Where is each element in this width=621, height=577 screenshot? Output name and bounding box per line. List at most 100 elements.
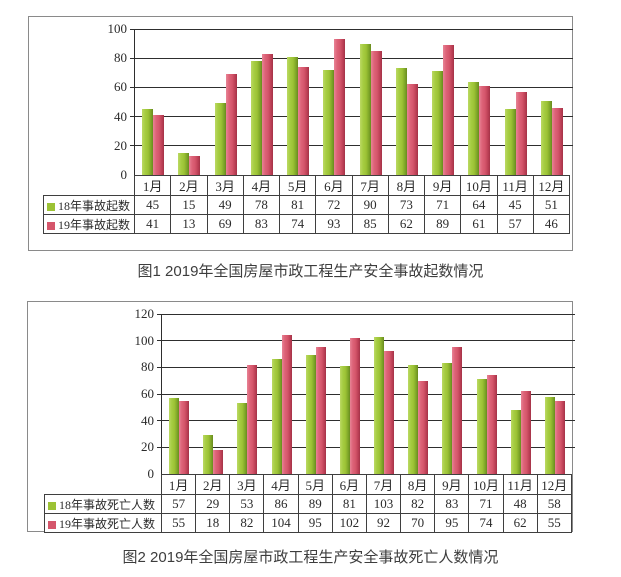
bar-green-8月 [408, 365, 418, 474]
value-cell: 53 [229, 494, 265, 514]
y-tick-label: 60 [141, 386, 154, 401]
bar-red-11月 [521, 391, 531, 474]
bar-red-6月 [334, 39, 345, 175]
bar-green-5月 [306, 355, 316, 474]
bar-green-8月 [396, 68, 407, 175]
chart1-data-table: 1月 2月 3月 4月 5月 6月 7月 8月 9月 10月 11月 12月 18年事故起数 45 15 49… [43, 175, 571, 234]
value-cell: 103 [365, 494, 402, 514]
value-cell: 86 [263, 494, 299, 514]
y-tick-label: 20 [141, 439, 154, 455]
month-header-cell: 11月 [502, 474, 538, 495]
value-cell: 89 [423, 214, 462, 234]
month-header-cell: 11月 [496, 175, 534, 196]
bar-green-4月 [251, 61, 262, 175]
chart1-caption: 图1 2019年全国房屋市政工程生产安全事故起数情况 [137, 263, 484, 280]
month-header-cell: 12月 [536, 474, 572, 495]
bar-red-9月 [443, 45, 454, 175]
bar-green-11月 [511, 410, 521, 474]
bar-green-10月 [477, 379, 487, 474]
gridline [157, 340, 575, 342]
bar-green-2月 [203, 435, 213, 474]
month-header-cell: 9月 [423, 175, 462, 196]
value-cell: 78 [242, 195, 281, 215]
bar-green-3月 [215, 103, 226, 175]
month-header-cell: 12月 [532, 175, 571, 196]
y-tick-label: 40 [114, 108, 127, 124]
value-cell: 74 [278, 214, 317, 234]
value-cell: 102 [331, 513, 367, 533]
bar-red-3月 [247, 365, 257, 474]
value-cell: 49 [206, 195, 244, 215]
bar-green-2月 [178, 153, 189, 175]
bar-red-10月 [487, 375, 497, 474]
value-cell: 73 [387, 195, 426, 215]
value-cell: 55 [536, 513, 572, 533]
value-cell: 48 [502, 494, 538, 514]
value-cell: 58 [536, 494, 572, 514]
chart2-data-table: 1月 2月 3月 4月 5月 6月 7月 8月 9月 10月 11月 12月 18年事故死亡人数 57 29… [44, 474, 572, 533]
bar-red-10月 [479, 86, 490, 175]
bar-red-5月 [298, 67, 309, 175]
y-tick-label: 40 [141, 412, 154, 428]
y-tick-label: 120 [134, 306, 155, 321]
value-cell: 13 [170, 214, 208, 234]
month-header-cell: 4月 [242, 175, 281, 196]
y-tick-label: 80 [114, 50, 127, 66]
value-cell: 15 [170, 195, 208, 215]
value-cell: 61 [460, 214, 498, 234]
value-cell: 104 [263, 513, 299, 533]
y-tick-label: 80 [141, 359, 154, 375]
bar-red-4月 [262, 54, 273, 175]
value-cell: 45 [133, 195, 172, 215]
value-cell: 71 [468, 494, 504, 514]
bar-red-8月 [418, 381, 428, 474]
gridline [157, 393, 575, 395]
value-cell: 46 [532, 214, 571, 234]
value-cell: 29 [195, 494, 231, 514]
value-cell: 92 [365, 513, 402, 533]
y-tick-label: 60 [114, 79, 127, 95]
y-tick-label: 20 [114, 137, 127, 153]
gridline [130, 28, 573, 30]
month-header-cell: 5月 [297, 474, 333, 495]
bar-red-12月 [552, 108, 563, 175]
month-header-cell: 3月 [229, 474, 265, 495]
value-cell: 55 [160, 513, 197, 533]
bar-red-2月 [189, 156, 200, 175]
bar-green-7月 [360, 44, 371, 175]
month-header-cell: 5月 [278, 175, 317, 196]
bar-red-4月 [282, 335, 292, 474]
bar-red-1月 [153, 115, 164, 175]
gridline [130, 86, 573, 88]
bar-green-10月 [468, 82, 479, 175]
month-header-cell: 6月 [315, 175, 353, 196]
bar-red-5月 [316, 347, 326, 474]
bar-red-2月 [213, 450, 223, 474]
month-header-cell: 10月 [468, 474, 504, 495]
value-cell: 18 [195, 513, 231, 533]
bar-green-9月 [442, 363, 452, 474]
y-tick-label: 0 [147, 466, 155, 481]
bar-red-7月 [371, 51, 382, 175]
value-cell: 69 [206, 214, 244, 234]
chart2-caption: 图2 2019年全国房屋市政工程生产安全事故死亡人数情况 [122, 549, 499, 566]
value-cell: 89 [297, 494, 333, 514]
bar-green-1月 [142, 109, 153, 175]
bar-green-6月 [323, 70, 334, 175]
month-header-cell: 2月 [195, 474, 231, 495]
value-cell: 90 [351, 195, 389, 215]
month-header-cell: 9月 [434, 474, 470, 495]
legend-swatch-icon [47, 221, 55, 230]
gridline [157, 366, 575, 368]
month-header-cell: 7月 [351, 175, 389, 196]
gridline [130, 116, 573, 118]
value-cell: 72 [315, 195, 353, 215]
bar-green-7月 [374, 337, 384, 474]
legend-cell-red: 19年事故起数 [43, 214, 135, 234]
legend-swatch-icon [47, 202, 55, 211]
gridline [157, 420, 575, 422]
table-corner-blank [44, 176, 135, 196]
chart1-panel: 0 20 40 60 80 100 1月 2月 3月 4月 5月 6月 7月 8月 9月 10月 11月 12月… [28, 16, 573, 251]
month-header-cell: 1月 [160, 474, 197, 495]
gridline [130, 145, 573, 147]
